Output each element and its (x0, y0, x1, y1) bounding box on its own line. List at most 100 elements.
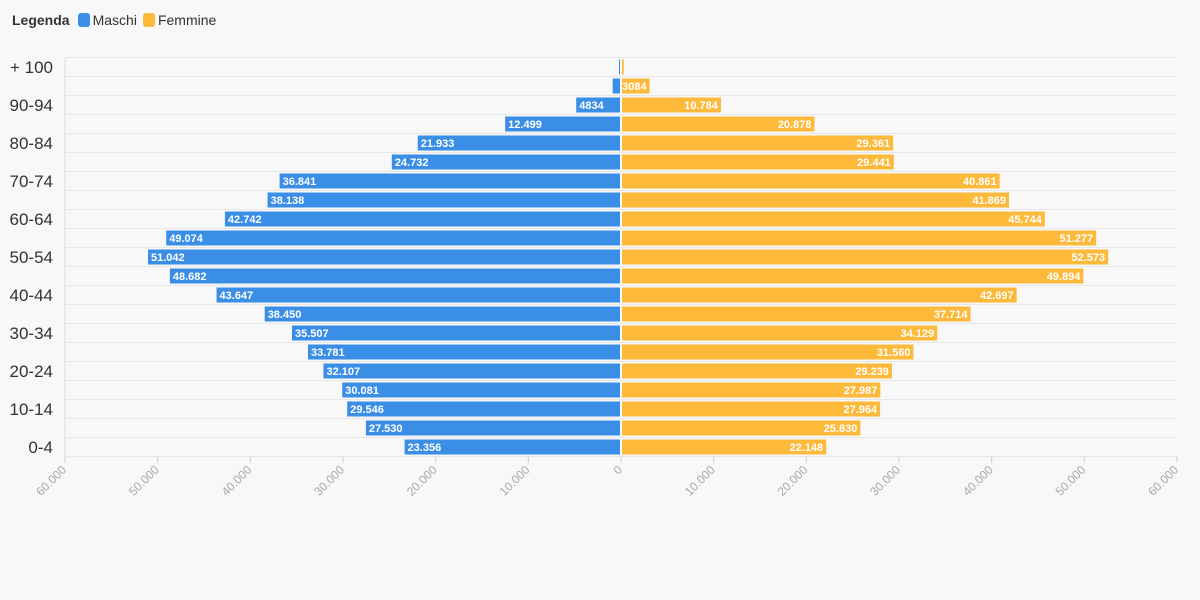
data-label-maschi: 35.507 (295, 328, 329, 340)
bar-maschi[interactable] (391, 154, 620, 170)
data-label-femmine: 3084 (622, 81, 647, 93)
data-label-femmine: 27.964 (843, 404, 878, 416)
bar-femmine[interactable] (622, 59, 624, 75)
data-label-femmine: 45.744 (1008, 214, 1043, 226)
data-label-femmine: 20.878 (778, 119, 812, 131)
bar-femmine[interactable] (622, 173, 1000, 189)
x-tick-label: 60.000 (1145, 462, 1181, 498)
bar-femmine[interactable] (622, 325, 938, 341)
x-tick-label: 30.000 (311, 462, 347, 498)
x-tick-label: 10.000 (497, 462, 533, 498)
category-label: 10-14 (10, 400, 53, 419)
data-label-maschi: 27.530 (369, 423, 403, 435)
category-label: 50-54 (10, 248, 53, 267)
data-label-maschi: 12.499 (508, 119, 542, 131)
x-tick-label: 40.000 (219, 462, 255, 498)
bar-maschi[interactable] (216, 287, 621, 303)
bar-femmine[interactable] (622, 439, 827, 455)
bar-femmine[interactable] (622, 154, 894, 170)
bar-femmine[interactable] (622, 287, 1017, 303)
category-label: 20-24 (10, 362, 53, 381)
bar-femmine[interactable] (622, 306, 971, 322)
x-tick-label: 20.000 (404, 462, 440, 498)
bar-femmine[interactable] (622, 363, 892, 379)
legend-swatch-femmine (142, 13, 155, 27)
data-label-femmine: 29.361 (856, 138, 890, 150)
x-tick-label: 10.000 (682, 462, 718, 498)
data-label-femmine: 52.573 (1072, 252, 1106, 264)
bar-femmine[interactable] (622, 135, 894, 151)
data-label-maschi: 33.781 (311, 347, 345, 359)
bar-femmine[interactable] (622, 420, 861, 436)
x-tick-label: 20.000 (775, 462, 811, 498)
category-label: 90-94 (10, 96, 53, 115)
data-label-maschi: 36.841 (283, 176, 317, 188)
category-label: 40-44 (10, 286, 53, 305)
data-label-maschi: 42.742 (228, 214, 262, 226)
bar-maschi[interactable] (347, 401, 620, 417)
bar-femmine[interactable] (622, 344, 914, 360)
bar-maschi[interactable] (576, 97, 620, 113)
legend-item-femmine[interactable]: Femmine (142, 12, 217, 28)
x-tick-label: 50.000 (1053, 462, 1089, 498)
legend: Legenda Maschi Femmine (12, 12, 222, 28)
bar-maschi[interactable] (323, 363, 620, 379)
data-label-maschi: 29.546 (350, 404, 384, 416)
x-tick-label: 60.000 (33, 462, 69, 498)
bar-maschi[interactable] (417, 135, 620, 151)
bar-maschi[interactable] (404, 439, 620, 455)
bar-femmine[interactable] (622, 78, 650, 94)
bar-maschi[interactable] (505, 116, 620, 132)
bar-maschi[interactable] (224, 211, 620, 227)
data-label-femmine: 10.784 (684, 100, 719, 112)
data-label-femmine: 49.894 (1047, 271, 1082, 283)
bar-maschi[interactable] (279, 173, 620, 189)
data-label-femmine: 51.277 (1060, 233, 1094, 245)
bar-femmine[interactable] (622, 382, 881, 398)
data-label-femmine: 27.987 (844, 385, 878, 397)
data-label-femmine: 29.239 (855, 366, 889, 378)
bar-maschi[interactable] (148, 249, 620, 265)
data-label-maschi: 23.356 (408, 442, 442, 454)
data-label-maschi: 43.647 (220, 290, 254, 302)
x-tick-label: 50.000 (126, 462, 162, 498)
data-label-femmine: 25.830 (824, 423, 858, 435)
bar-maschi[interactable] (619, 59, 620, 75)
data-label-maschi: 21.933 (421, 138, 455, 150)
bar-femmine[interactable] (622, 401, 881, 417)
data-label-maschi: 24.732 (395, 157, 429, 169)
bar-femmine[interactable] (622, 97, 721, 113)
legend-title: Legenda (12, 12, 70, 28)
data-label-maschi: 51.042 (151, 252, 185, 264)
legend-swatch-maschi (77, 13, 90, 27)
bar-femmine[interactable] (622, 116, 815, 132)
bar-femmine[interactable] (622, 249, 1109, 265)
bar-femmine[interactable] (622, 230, 1097, 246)
legend-label-femmine: Femmine (157, 12, 217, 28)
data-label-maschi: 4834 (579, 100, 604, 112)
category-label: 30-34 (10, 324, 53, 343)
data-label-femmine: 34.129 (901, 328, 935, 340)
bar-femmine[interactable] (622, 192, 1009, 208)
bar-femmine[interactable] (622, 211, 1045, 227)
data-label-femmine: 37.714 (934, 309, 969, 321)
bar-maschi[interactable] (307, 344, 620, 360)
bar-maschi[interactable] (169, 268, 620, 284)
bar-maschi[interactable] (291, 325, 620, 341)
bar-maschi[interactable] (365, 420, 620, 436)
bar-maschi[interactable] (166, 230, 620, 246)
bar-maschi[interactable] (612, 78, 620, 94)
category-label: 0-4 (28, 438, 53, 457)
bar-maschi[interactable] (267, 192, 620, 208)
x-tick-label: 30.000 (867, 462, 903, 498)
category-label: + 100 (10, 58, 53, 77)
bar-femmine[interactable] (622, 268, 1084, 284)
legend-item-maschi[interactable]: Maschi (77, 12, 137, 28)
data-label-maschi: 48.682 (173, 271, 207, 283)
bar-maschi[interactable] (264, 306, 620, 322)
data-label-maschi: 32.107 (326, 366, 360, 378)
data-label-femmine: 40.861 (963, 176, 997, 188)
bar-maschi[interactable] (342, 382, 620, 398)
legend-label-maschi: Maschi (92, 12, 137, 28)
